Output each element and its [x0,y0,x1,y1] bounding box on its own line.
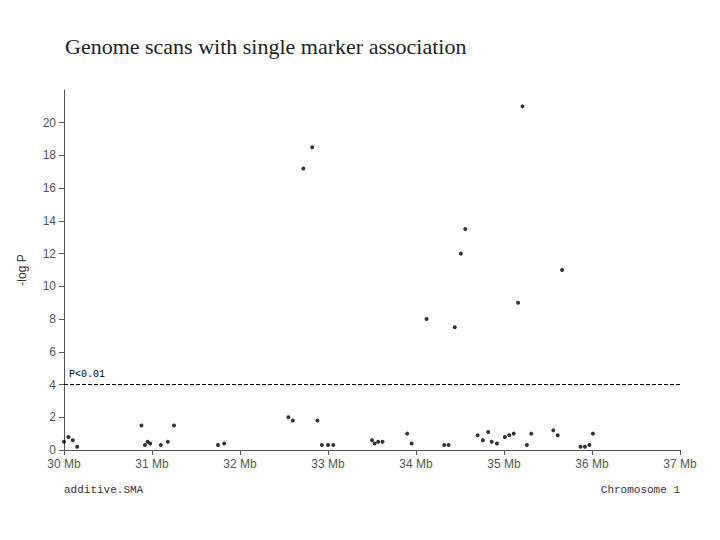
svg-text:34 Mb: 34 Mb [399,457,433,471]
svg-text:20: 20 [43,116,57,130]
svg-text:30 Mb: 30 Mb [47,457,81,471]
svg-text:37 Mb: 37 Mb [663,457,697,471]
svg-text:36 Mb: 36 Mb [575,457,609,471]
svg-text:4: 4 [49,378,56,392]
svg-text:32 Mb: 32 Mb [223,457,257,471]
svg-text:2: 2 [49,410,56,424]
svg-text:33 Mb: 33 Mb [311,457,345,471]
svg-text:-log P: -log P [15,254,29,285]
svg-text:8: 8 [49,312,56,326]
svg-text:31 Mb: 31 Mb [135,457,169,471]
svg-text:Genome scans with single marke: Genome scans with single marker associat… [65,34,466,59]
svg-text:0: 0 [49,443,56,457]
svg-text:P<0.01: P<0.01 [69,369,105,380]
svg-text:16: 16 [43,181,57,195]
svg-text:14: 14 [43,214,57,228]
svg-text:35 Mb: 35 Mb [487,457,521,471]
svg-text:Chromosome 1: Chromosome 1 [601,484,681,496]
svg-text:12: 12 [43,247,57,261]
svg-text:6: 6 [49,345,56,359]
svg-text:additive.SMA: additive.SMA [64,484,144,496]
svg-text:10: 10 [43,279,57,293]
svg-text:18: 18 [43,148,57,162]
